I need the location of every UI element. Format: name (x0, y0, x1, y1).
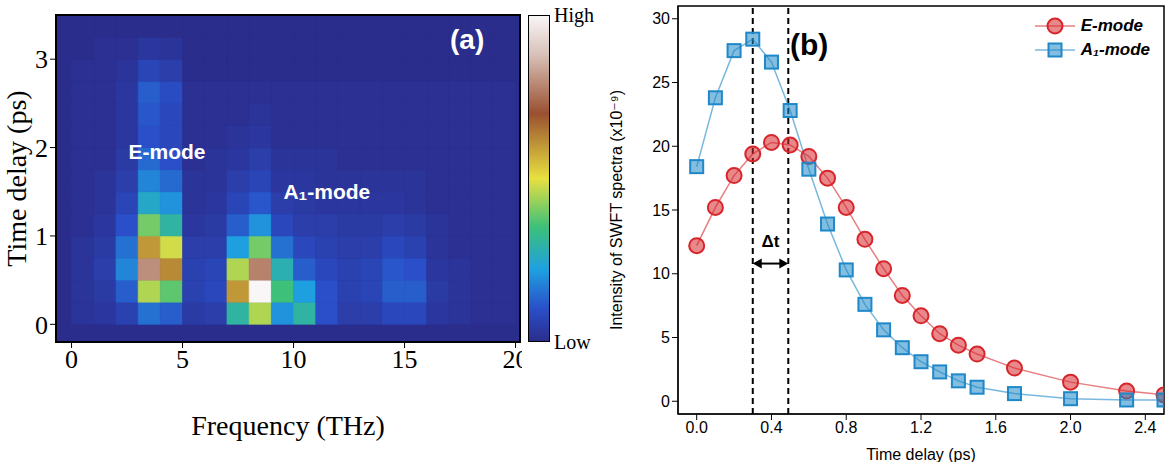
svg-text:15: 15 (652, 202, 670, 219)
svg-text:1.2: 1.2 (910, 419, 932, 436)
svg-text:20: 20 (652, 138, 670, 155)
svg-text:30: 30 (652, 10, 670, 27)
svg-text:5: 5 (176, 345, 189, 374)
svg-text:15: 15 (392, 345, 418, 374)
svg-text:A₁-mode: A₁-mode (283, 180, 370, 203)
svg-text:10: 10 (652, 265, 670, 282)
svg-text:1.6: 1.6 (985, 419, 1007, 436)
html-text:Low: Low (554, 331, 591, 353)
svg-text:2: 2 (35, 134, 48, 163)
svg-text:0: 0 (35, 311, 48, 340)
svg-text:20: 20 (503, 345, 522, 374)
svg-text:Intensity of SWFT spectra (x10: Intensity of SWFT spectra (x10⁻⁹) (608, 90, 625, 330)
svg-text:0.4: 0.4 (760, 419, 782, 436)
svg-text:Time delay (ps): Time delay (ps) (866, 446, 976, 462)
svg-text:0: 0 (65, 345, 78, 374)
svg-text:0.8: 0.8 (835, 419, 857, 436)
html-text:A₁-mode: A₁-mode (1080, 40, 1150, 59)
svg-text:2.0: 2.0 (1059, 419, 1081, 436)
html-text:High: High (554, 4, 594, 26)
svg-text:25: 25 (652, 74, 670, 91)
svg-text:0: 0 (661, 393, 670, 410)
html-text:(a): (a) (450, 24, 485, 55)
svg-text:3: 3 (35, 45, 48, 74)
svg-text:2.4: 2.4 (1134, 419, 1156, 436)
svg-text:10: 10 (281, 345, 307, 374)
svg-text:1: 1 (35, 222, 48, 251)
html-text:(b): (b) (790, 28, 829, 61)
html-text:E-mode: E-mode (1080, 16, 1144, 35)
svg-text:Δt: Δt (762, 232, 780, 251)
svg-text:5: 5 (661, 329, 670, 346)
svg-text:0.0: 0.0 (686, 419, 708, 436)
svg-text:Time delay (ps): Time delay (ps) (1, 90, 32, 266)
svg-text:E-mode: E-mode (128, 140, 205, 163)
svg-text:Frequency (THz): Frequency (THz) (191, 410, 385, 441)
